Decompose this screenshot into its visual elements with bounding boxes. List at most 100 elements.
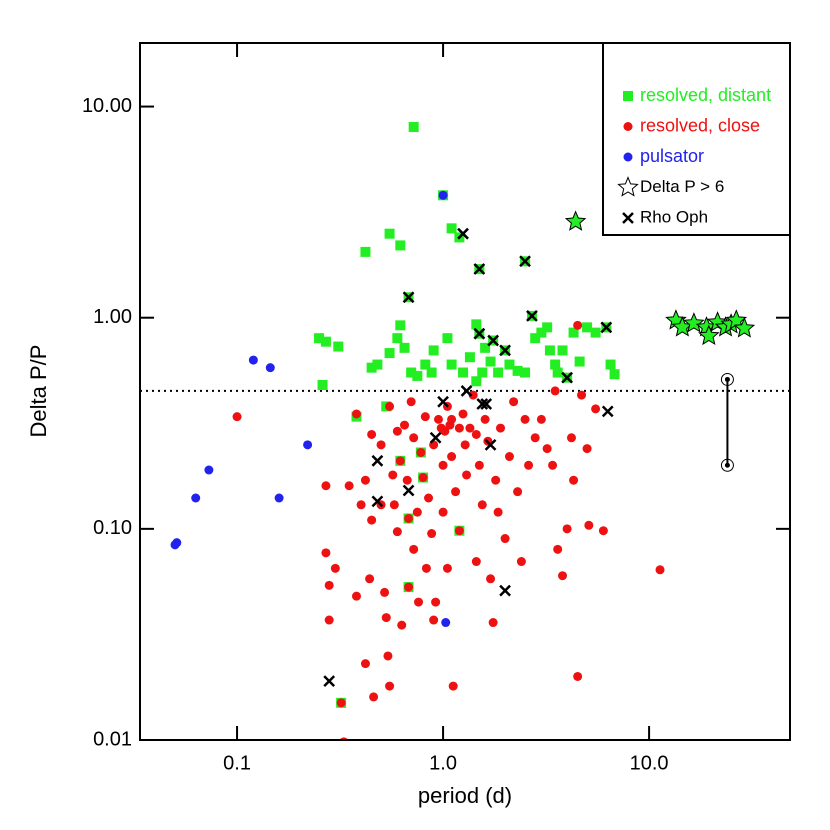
circle-marker [542,444,552,454]
circle-marker [369,692,379,702]
square-marker [395,320,406,331]
circle-marker [524,460,534,470]
circle-marker [274,493,284,503]
circle-marker [548,460,558,470]
square-marker [557,345,568,356]
circle-marker [513,487,523,497]
square-marker [536,327,547,338]
circle-marker [500,534,510,544]
x-marker [487,334,500,347]
circle-marker [351,409,361,419]
square-marker [317,380,328,391]
circle-marker [477,500,487,510]
square-marker [582,322,593,333]
square-marker [464,352,475,363]
circle-marker [569,475,579,485]
circle-marker [516,557,526,567]
circle-marker [356,500,366,510]
circle-marker [582,444,592,454]
circle-marker [376,440,386,450]
circle-marker [402,475,412,485]
circle-marker [536,414,546,424]
circle-marker [321,481,331,491]
segment-end [720,458,734,472]
circle-marker [416,447,426,457]
x-marker [402,291,415,304]
plot-frame [139,42,791,741]
x-marker [437,395,449,408]
square-marker [590,327,601,338]
circle-marker [491,475,501,485]
circle-marker [367,429,377,439]
circle-marker [530,433,540,443]
legend-label: pulsator [640,146,704,166]
square-marker [520,367,531,378]
circle-marker [421,563,431,573]
square-marker [314,333,325,344]
circle-marker [441,618,451,628]
square-marker [392,333,403,344]
legend-box [602,42,791,236]
circle-marker [655,565,665,575]
circle-marker [448,681,458,691]
circle-marker [388,470,398,480]
square-marker [333,341,344,352]
star-marker [698,324,720,346]
circle-marker [395,456,405,466]
square-marker [428,345,439,356]
circle-marker [392,426,402,436]
x-marker [429,431,442,444]
circle-marker [404,582,414,592]
circle-marker [504,452,514,462]
x-marker [499,344,511,357]
square-marker [412,370,423,381]
circle-marker [451,487,461,497]
circle-marker [330,563,340,573]
circle-marker [380,587,390,597]
x-marker [323,675,336,688]
circle-marker [440,426,450,436]
circle-marker [389,500,399,510]
circle-marker [385,681,395,691]
square-marker [480,342,491,353]
square-marker [471,319,482,330]
circle-marker [471,429,481,439]
legend-label: Delta P > 6 [640,177,724,196]
square-marker [609,369,620,380]
circle-marker [454,423,464,433]
x-marker [601,405,614,418]
circle-marker [397,620,407,630]
square-marker [605,359,616,370]
circle-marker [496,423,506,433]
circle-marker [339,737,348,740]
y-tick-label: 0.10 [93,517,132,539]
circle-marker [447,414,457,424]
legend: resolved, distant resolved, close pulsator… [602,42,791,236]
x-marker [480,398,493,410]
star-marker [733,317,756,338]
square-marker [426,367,437,378]
x-marker [460,385,473,397]
circle-marker [431,597,441,607]
square-marker [568,327,579,338]
circle-marker [447,452,457,462]
square-marker [574,356,585,367]
square-marker [530,333,541,344]
circle-marker [553,544,563,554]
legend-marker [623,122,633,131]
x-marker [473,263,486,275]
circle-marker [409,544,419,554]
x-marker [526,310,538,322]
circle-marker [562,524,572,534]
segment-end-dot [724,376,730,382]
circle-marker [360,475,370,485]
circle-marker [360,659,370,669]
square-marker [458,367,469,378]
circle-marker [573,320,583,330]
square-marker [442,333,453,344]
circle-marker [418,473,428,483]
square-marker [485,356,496,367]
circle-marker [558,571,568,581]
circle-marker [488,618,498,628]
square-marker [360,246,371,257]
